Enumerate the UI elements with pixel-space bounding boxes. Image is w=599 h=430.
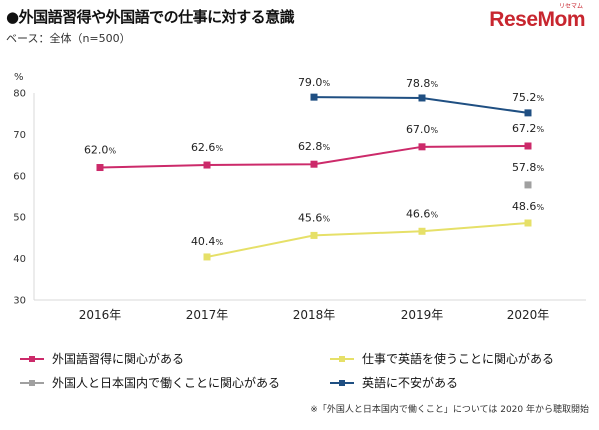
x-tick-label: 2017年 bbox=[186, 308, 229, 322]
x-tick-label: 2016年 bbox=[79, 308, 122, 322]
data-point-marker bbox=[524, 181, 532, 189]
line-chart: % 30 40 50 60 70 80 2016年 2017年 2018年 2019年 2020年 6… bbox=[13, 72, 586, 322]
data-point-marker bbox=[418, 143, 426, 151]
legend-label: 外国語習得に関心がある bbox=[52, 352, 185, 366]
x-tick-label: 2019年 bbox=[401, 308, 444, 322]
y-tick-label: 60 bbox=[13, 171, 26, 182]
series-line bbox=[206, 221, 529, 258]
data-point-marker bbox=[310, 231, 318, 239]
x-tick-label: 2020年 bbox=[507, 308, 550, 322]
data-point-marker bbox=[418, 227, 426, 235]
legend-label: 仕事で英語を使うことに関心がある bbox=[362, 352, 555, 366]
data-point-marker bbox=[524, 219, 532, 227]
data-label-layer: 62.0% 62.6% 62.8% 67.0% 67.2% 40.4% 45.6% 46.6%… bbox=[84, 76, 545, 248]
logo-text: ReseMom bbox=[489, 8, 585, 31]
chart-title: ●外国語習得や外国語での仕事に対する意識 bbox=[6, 8, 295, 26]
y-tick-label: 40 bbox=[13, 254, 26, 265]
data-point-marker bbox=[310, 160, 318, 168]
chart-legend: 外国語習得に関心がある 仕事で英語を使うことに関心がある 外国人と日本国内で働く… bbox=[0, 346, 599, 392]
data-label: 62.8% bbox=[298, 140, 331, 153]
series-layer bbox=[96, 93, 532, 261]
legend-item-english-anxiety: 英語に不安がある bbox=[330, 374, 458, 391]
y-tick-label: 30 bbox=[13, 296, 26, 307]
chart-subtitle: ベース：全体（n=500） bbox=[6, 32, 131, 45]
y-tick-label: 70 bbox=[13, 130, 26, 141]
data-point-marker bbox=[418, 94, 426, 102]
data-point-marker bbox=[203, 253, 211, 261]
legend-label: 外国人と日本国内で働くことに関心がある bbox=[52, 376, 281, 390]
footnote: ※「外国人と日本国内で働くこと」については 2020 年から聴取開始 bbox=[310, 405, 589, 415]
data-point-marker bbox=[524, 142, 532, 150]
data-label: 75.2% bbox=[512, 91, 545, 104]
legend-label: 英語に不安がある bbox=[362, 376, 459, 390]
legend-item-english-work: 仕事で英語を使うことに関心がある bbox=[330, 350, 554, 367]
x-tick-label: 2018年 bbox=[293, 308, 336, 322]
data-label: 48.6% bbox=[512, 200, 545, 213]
y-tick-label: 50 bbox=[13, 213, 26, 224]
legend-item-foreign-language: 外国語習得に関心がある bbox=[20, 350, 184, 367]
legend-swatch-icon bbox=[20, 378, 44, 388]
data-label: 78.8% bbox=[406, 77, 439, 90]
data-label: 67.2% bbox=[512, 122, 545, 135]
data-point-marker bbox=[203, 161, 211, 169]
data-point-marker bbox=[96, 164, 104, 172]
y-unit-label: % bbox=[14, 72, 24, 83]
legend-swatch-icon bbox=[20, 354, 44, 364]
legend-swatch-icon bbox=[330, 378, 354, 388]
data-label: 45.6% bbox=[298, 211, 331, 224]
y-tick-label: 80 bbox=[13, 89, 26, 100]
data-label: 62.0% bbox=[84, 144, 117, 157]
data-label: 67.0% bbox=[406, 123, 439, 136]
data-point-marker bbox=[524, 109, 532, 117]
data-label: 46.6% bbox=[406, 207, 439, 220]
legend-swatch-icon bbox=[330, 354, 354, 364]
logo-ruby: リセマム bbox=[558, 4, 583, 10]
data-point-marker bbox=[310, 93, 318, 101]
legend-item-work-with-foreigners: 外国人と日本国内で働くことに関心がある bbox=[20, 374, 280, 391]
data-label: 57.8% bbox=[512, 161, 545, 174]
data-label: 40.4% bbox=[191, 235, 224, 248]
resemom-logo: リセマム ReseMom bbox=[489, 4, 585, 32]
data-label: 79.0% bbox=[298, 76, 331, 89]
y-axis: % 30 40 50 60 70 80 2016年 2017年 2018年 2019年 2020年 bbox=[13, 72, 586, 322]
data-label: 62.6% bbox=[191, 141, 224, 154]
